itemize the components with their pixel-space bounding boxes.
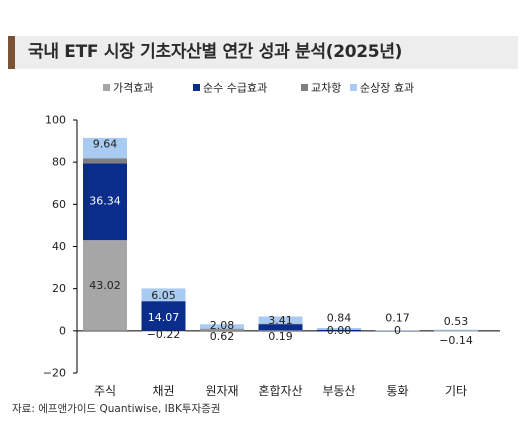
bar-segment (258, 316, 303, 324)
bar-segment (83, 158, 127, 164)
bar-segment (200, 324, 244, 329)
x-category-label: 채권 (152, 384, 174, 398)
y-tick-label: 20 (52, 282, 66, 295)
legend-label: 가격효과 (113, 82, 153, 95)
data-label-price: 0.00 (327, 324, 352, 337)
bar-segment (258, 324, 303, 331)
x-category-label: 통화 (386, 384, 408, 398)
x-category-label: 부동산 (322, 384, 355, 398)
x-category-label: 원자재 (205, 384, 238, 398)
data-label-listing: 0.53 (444, 315, 469, 328)
bar-segment (200, 329, 244, 331)
data-label-listing: 6.05 (151, 289, 176, 302)
bar-segment (83, 163, 127, 241)
bar-segment (83, 137, 127, 159)
data-label-price: 0 (394, 324, 401, 337)
x-category-label: 주식 (94, 384, 116, 398)
source-note: 자료: 에프앤가이드 Quantiwise, IBK투자증권 (12, 403, 221, 415)
chart-title: 국내 ETF 시장 기초자산별 연간 성과 분석(2025년) (28, 42, 403, 62)
data-label-flow: 36.34 (89, 195, 121, 208)
bar-segment (141, 288, 186, 302)
bar-segment (317, 329, 361, 331)
data-label-price: 0.62 (210, 330, 235, 343)
x-category-label: 기타 (445, 384, 467, 398)
data-label-price: −0.14 (439, 334, 473, 347)
bar-segment (258, 323, 303, 325)
data-label-listing: 9.64 (93, 138, 118, 151)
legend-swatch (193, 84, 200, 91)
y-tick-label: 80 (52, 156, 66, 169)
legend-swatch (350, 84, 357, 91)
data-label-price: 43.02 (89, 279, 121, 292)
bar-segment (258, 330, 303, 332)
bar-segment (375, 330, 420, 332)
x-category-label: 혼합자산 (258, 384, 302, 398)
y-tick-label: 60 (52, 198, 66, 211)
bar-segment (200, 328, 244, 330)
data-label-listing: 3.41 (268, 314, 293, 327)
bar-segment (83, 240, 127, 331)
data-label-price: 0.19 (268, 330, 293, 343)
data-label-listing: 2.08 (210, 319, 235, 332)
bar-segment (317, 328, 361, 330)
y-tick-label: 0 (59, 324, 66, 337)
legend-swatch (103, 84, 110, 91)
legend-swatch (301, 84, 308, 91)
data-label-listing: 0.17 (385, 312, 410, 325)
bar-segment (141, 330, 186, 332)
y-tick-label: 40 (52, 240, 66, 253)
bar-segment (141, 301, 186, 331)
data-label-listing: 0.84 (327, 312, 352, 325)
bar-segment (434, 330, 478, 332)
bar-segment (434, 329, 478, 331)
title-bar: 국내 ETF 시장 기초자산별 연간 성과 분석(2025년) (8, 36, 518, 69)
title-accent-bar (8, 36, 15, 69)
legend-label: 순상장 효과 (360, 82, 414, 95)
data-label-price: −0.22 (147, 328, 181, 341)
legend-label: 교차항 (311, 82, 341, 95)
legend-label: 순수 수급효과 (203, 82, 267, 95)
data-label-flow: 14.07 (148, 311, 180, 324)
y-tick-label: 100 (45, 114, 66, 127)
y-tick-label: −20 (43, 367, 66, 380)
